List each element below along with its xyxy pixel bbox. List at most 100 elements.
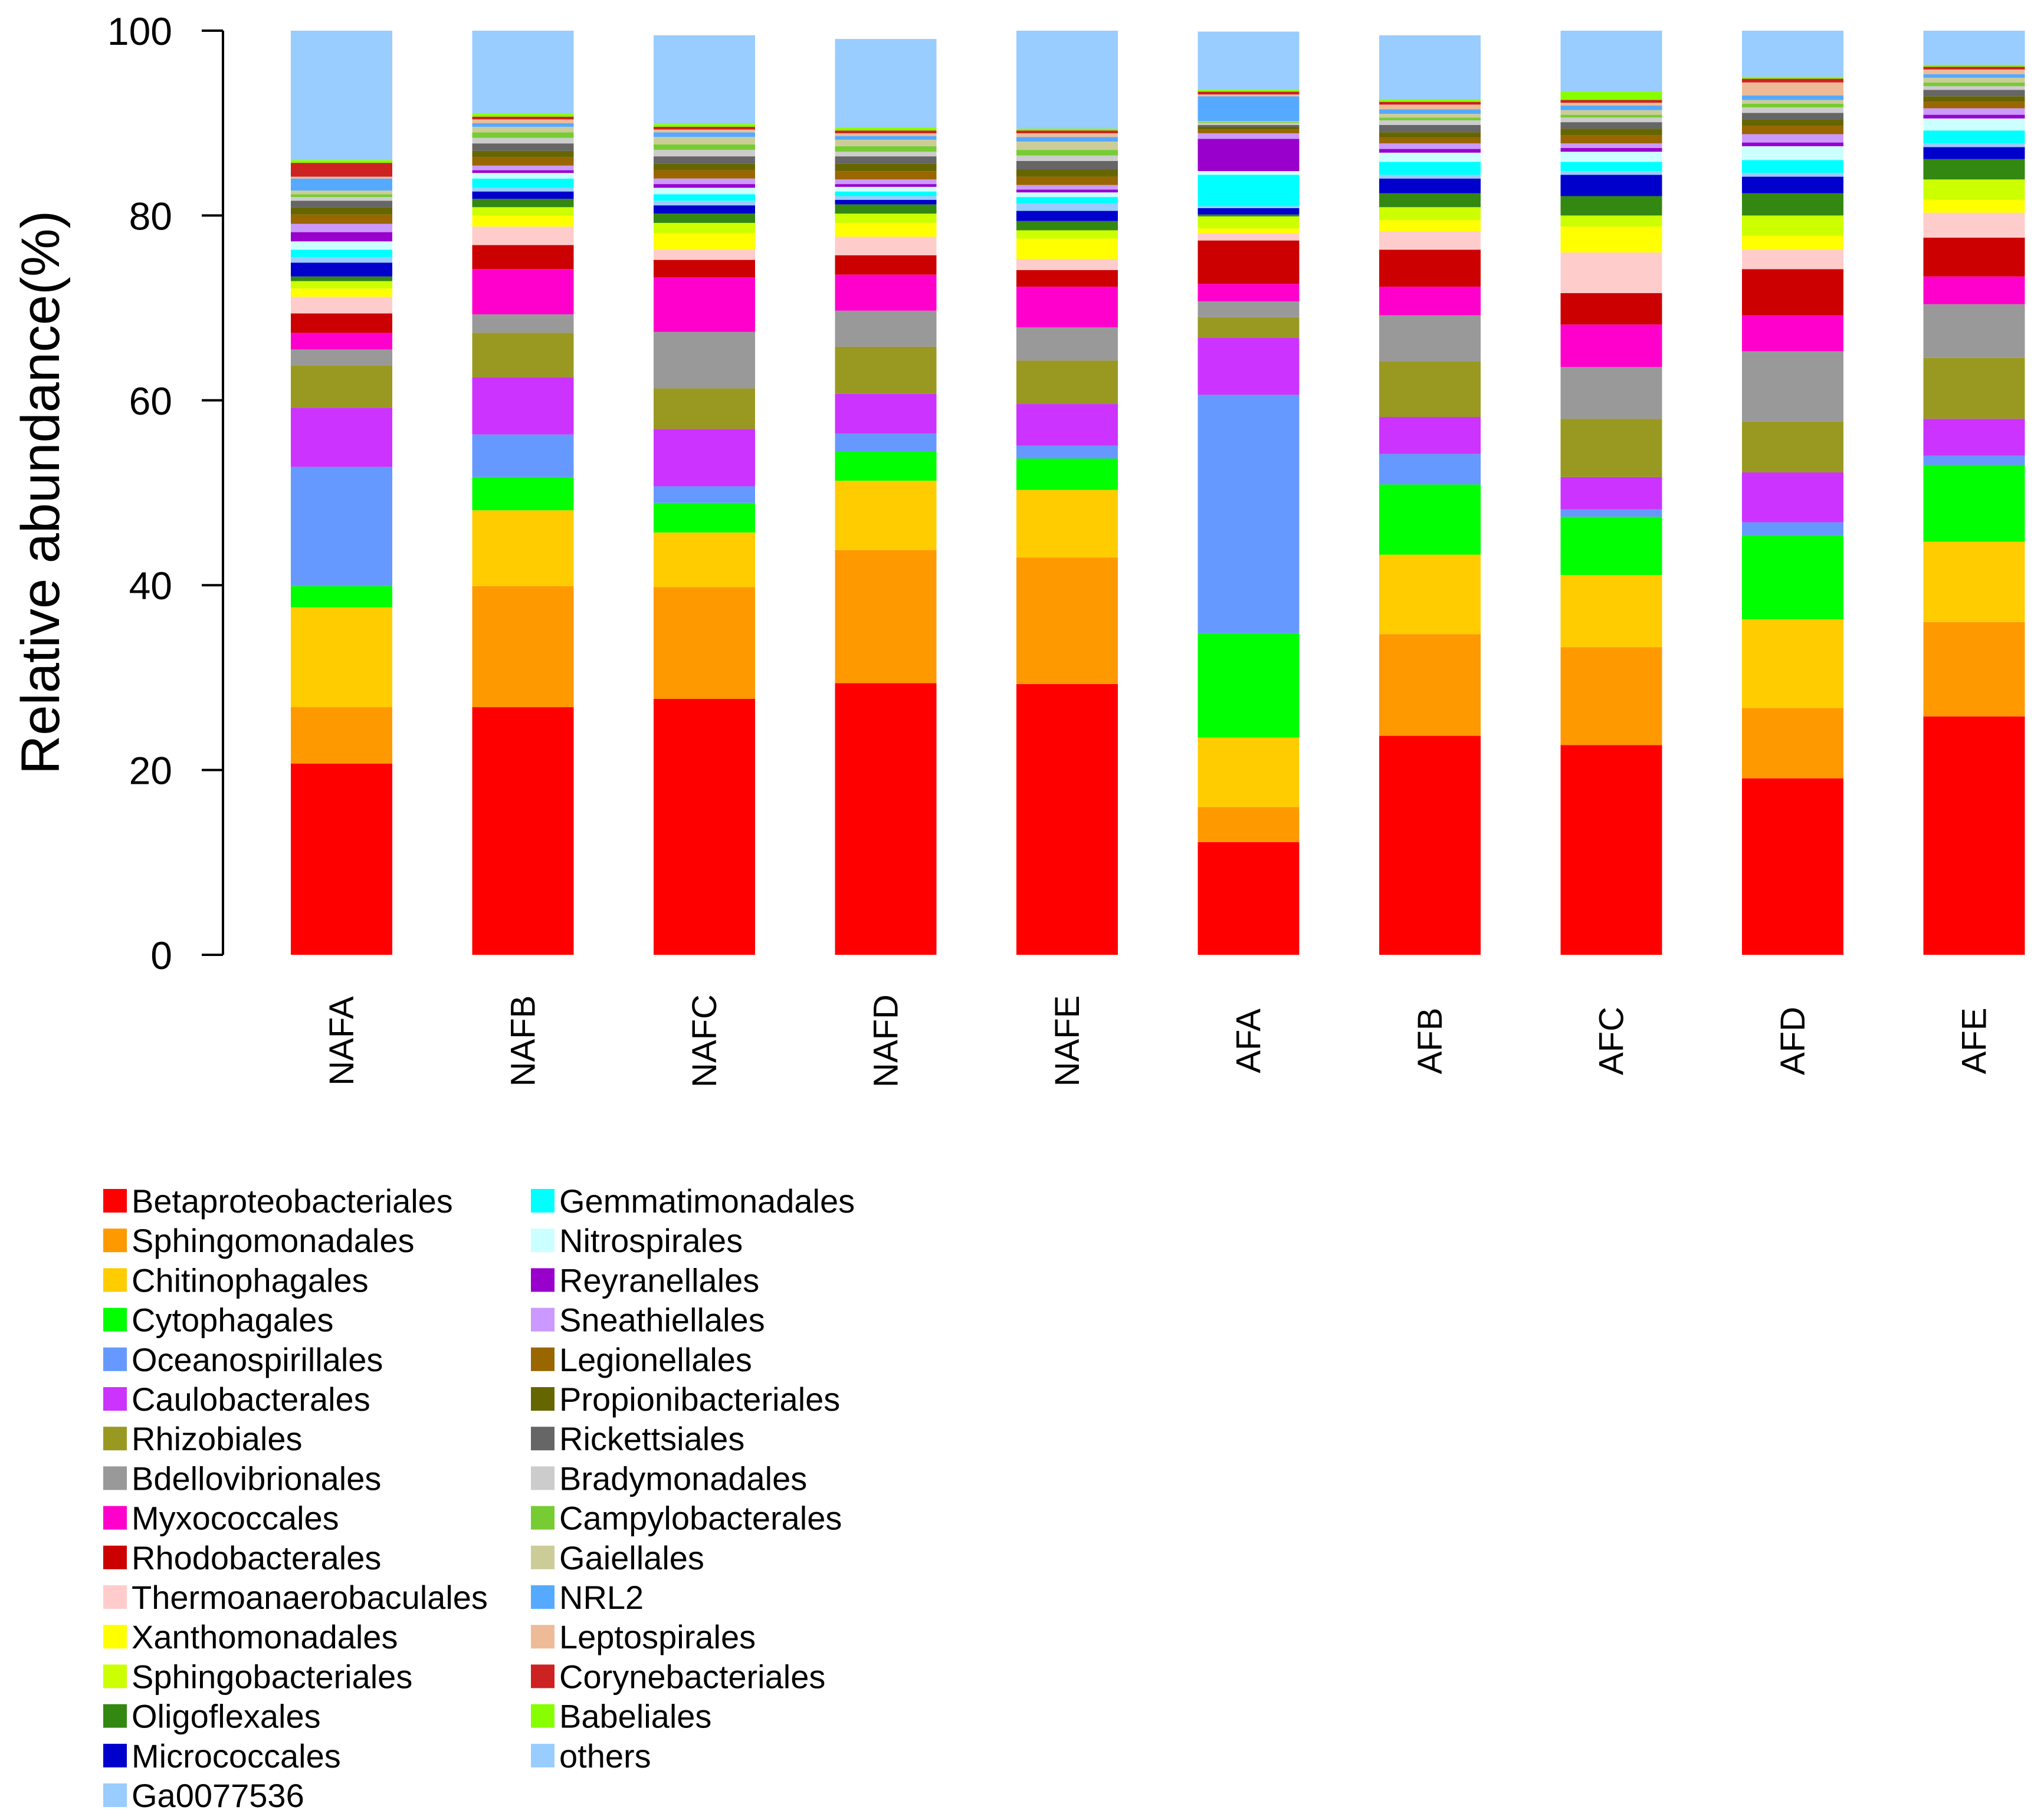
bar-segment-nafc-oceanospirillales: [654, 486, 755, 503]
bar-segment-nafa-propionibacteriales: [291, 207, 392, 215]
bar-segment-afb-gaiellales: [1379, 114, 1481, 118]
bar-segment-nafc-leptospirales: [654, 129, 755, 133]
bar-segment-afb-propionibacteriales: [1379, 132, 1481, 138]
bar-segment-afe-corynebacteriales: [1923, 67, 2025, 70]
bar-segment-nafd-others: [835, 39, 937, 128]
legend-swatch: [531, 1585, 555, 1609]
bar-segment-afa-gemmatimonadales: [1197, 175, 1300, 206]
bar-segment-nafc-campylobacterales: [654, 144, 755, 150]
bar-segment-nafe-thermoanaerobaculales: [1016, 259, 1118, 270]
bar-segment-afa-nrl2: [1197, 96, 1300, 121]
bar-segment-nafe-others: [1016, 31, 1118, 129]
bar-segment-nafd-campylobacterales: [835, 146, 937, 152]
y-tick-label: 60: [129, 379, 172, 423]
bar-segment-nafb-sphingomonadales: [472, 586, 574, 708]
bar-segment-afa-propionibacteriales: [1197, 126, 1300, 130]
bar-segment-nafc-cytophagales: [654, 502, 755, 533]
bar-segment-nafd-chitinophagales: [835, 481, 937, 550]
legend-swatch: [531, 1268, 555, 1292]
bar-segment-afa-legionellales: [1197, 129, 1300, 133]
bar-segment-nafe-betaproteobacteriales: [1016, 684, 1118, 955]
bar-segment-afc-sphingomonadales: [1560, 647, 1662, 745]
legend-swatch: [103, 1783, 127, 1807]
bar-segment-afa-cytophagales: [1197, 633, 1300, 738]
bar-segment-afe-leptospirales: [1923, 69, 2025, 74]
bar-segment-nafb-corynebacteriales: [472, 116, 574, 120]
bar-segment-nafd-propionibacteriales: [835, 163, 937, 172]
bar-segment-nafb-myxococcales: [472, 269, 574, 315]
legend-label: Sneathiellales: [559, 1302, 765, 1339]
legend-item-nitrospirales: Nitrospirales: [531, 1222, 743, 1259]
bar-segment-afd-bdellovibrionales: [1742, 351, 1843, 422]
bar-segment-nafd-bradymonadales: [835, 152, 937, 157]
legend-label: others: [559, 1737, 651, 1775]
legend-swatch: [103, 1307, 127, 1332]
x-tick-label-afe: AFE: [1956, 1008, 1994, 1075]
legend-label: Myxococcales: [132, 1500, 339, 1537]
bar-segment-nafa-nitrospirales: [291, 241, 392, 250]
x-tick-label-nafb: NAFB: [504, 996, 543, 1087]
legend-item-myxococcales: Myxococcales: [103, 1500, 339, 1537]
bar-segment-afc-bradymonadales: [1560, 117, 1662, 123]
bar-segment-nafa-leptospirales: [291, 176, 392, 179]
bar-segment-afc-campylobacterales: [1560, 114, 1662, 118]
bar-segment-nafc-sphingobacteriales: [654, 222, 755, 234]
bar-segment-afe-rickettsiales: [1923, 90, 2025, 97]
bar-segment-afa-betaproteobacteriales: [1197, 842, 1300, 955]
bar-segment-nafe-campylobacterales: [1016, 150, 1118, 156]
bar-segment-nafe-sphingomonadales: [1016, 557, 1118, 684]
legend-swatch: [103, 1427, 127, 1451]
bar-segment-afc-babeliales: [1560, 91, 1662, 100]
bar-segment-afc-sneathiellales: [1560, 143, 1662, 149]
bar-segment-nafe-nitrospirales: [1016, 192, 1118, 198]
bar-segment-nafd-sphingomonadales: [835, 550, 937, 684]
legend-label: Cytophagales: [132, 1302, 333, 1339]
bar-segment-afa-ga0077536: [1197, 206, 1300, 208]
bar-segment-nafd-myxococcales: [835, 274, 937, 311]
legend-swatch: [531, 1664, 555, 1688]
bar-segment-afc-rhodobacterales: [1560, 293, 1662, 325]
bar-segment-afe-sphingobacteriales: [1923, 179, 2025, 200]
legend-item-campylobacterales: Campylobacterales: [531, 1500, 842, 1537]
bar-segment-nafe-xanthomonadales: [1016, 238, 1118, 259]
y-tick-label: 100: [107, 9, 172, 53]
bar-segment-afa-rhodobacterales: [1197, 240, 1300, 284]
legend-item-micrococcales: Micrococcales: [103, 1737, 341, 1775]
bar-segment-afa-corynebacteriales: [1197, 91, 1300, 95]
bar-stack-afa: [1197, 31, 1300, 955]
legend-swatch: [103, 1268, 127, 1292]
bar-segment-nafe-oligoflexales: [1016, 221, 1118, 231]
bar-segment-afc-cytophagales: [1560, 517, 1662, 575]
bar-segment-afc-myxococcales: [1560, 324, 1662, 367]
bar-segment-nafd-gaiellales: [835, 139, 937, 146]
bar-segment-afa-babeliales: [1197, 90, 1300, 92]
bar-segment-afa-rhizobiales: [1197, 317, 1300, 338]
legend-swatch: [103, 1545, 127, 1569]
bar-segment-nafc-rhizobiales: [654, 388, 755, 429]
legend-swatch: [531, 1307, 555, 1332]
legend-swatch: [103, 1506, 127, 1530]
x-axis: NAFA NAFB NAFC NAFD NAFE AFA AFB AFC AFD AFE: [323, 994, 1994, 1088]
x-tick-label-afa: AFA: [1230, 1008, 1268, 1073]
bar-segment-afb-sphingomonadales: [1379, 634, 1481, 736]
bar-segment-afb-ga0077536: [1379, 175, 1481, 179]
legend-item-cytophagales: Cytophagales: [103, 1302, 333, 1339]
bar-segment-afb-myxococcales: [1379, 287, 1481, 316]
legend-label: Gaiellales: [559, 1539, 704, 1576]
bar-segment-nafe-rickettsiales: [1016, 160, 1118, 170]
legend-item-sneathiellales: Sneathiellales: [531, 1302, 765, 1339]
bar-segment-nafe-micrococcales: [1016, 211, 1118, 221]
bar-segment-nafb-babeliales: [472, 114, 574, 117]
bar-segment-nafb-caulobacterales: [472, 377, 574, 435]
bar-segment-nafa-rhizobiales: [291, 365, 392, 408]
bar-segment-afe-caulobacterales: [1923, 419, 2025, 456]
bar-segment-afc-rickettsiales: [1560, 122, 1662, 129]
bar-segment-nafe-reyranellales: [1016, 189, 1118, 193]
legend-swatch: [531, 1506, 555, 1530]
legend-item-caulobacterales: Caulobacterales: [103, 1381, 370, 1418]
bar-segment-nafe-gemmatimonadales: [1016, 197, 1118, 204]
bar-segment-afd-rhodobacterales: [1742, 269, 1843, 316]
bar-segment-afa-xanthomonadales: [1197, 228, 1300, 234]
bar-segment-afc-nrl2: [1560, 105, 1662, 110]
bar-segment-nafd-reyranellales: [835, 184, 937, 187]
